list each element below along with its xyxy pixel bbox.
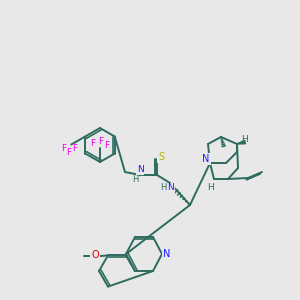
Text: H: H <box>132 175 138 184</box>
Polygon shape <box>237 140 245 144</box>
Text: F: F <box>104 140 110 149</box>
Text: N: N <box>202 154 210 164</box>
Text: S: S <box>158 152 164 162</box>
Text: F: F <box>61 144 66 153</box>
Text: O: O <box>91 250 99 260</box>
Text: H: H <box>208 182 214 191</box>
Text: N: N <box>168 184 174 193</box>
Text: N: N <box>163 249 171 259</box>
Text: F: F <box>98 136 104 146</box>
Text: H: H <box>241 136 248 145</box>
Text: F: F <box>72 144 77 153</box>
Text: F: F <box>90 139 96 148</box>
Text: N: N <box>136 166 143 175</box>
Text: H: H <box>160 182 166 191</box>
Text: F: F <box>66 148 71 157</box>
